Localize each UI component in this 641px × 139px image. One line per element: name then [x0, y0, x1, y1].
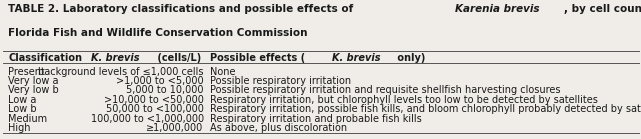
Text: Low b: Low b	[8, 104, 37, 114]
Text: only): only)	[394, 53, 426, 63]
Text: Medium: Medium	[8, 114, 47, 124]
Text: Karenia brevis: Karenia brevis	[455, 4, 540, 14]
Text: Classification: Classification	[8, 53, 82, 63]
Text: >1,000 to <5,000: >1,000 to <5,000	[116, 76, 204, 86]
Text: ≥1,000,000: ≥1,000,000	[146, 123, 204, 133]
Text: 5,000 to 10,000: 5,000 to 10,000	[126, 85, 204, 95]
Text: As above, plus discoloration: As above, plus discoloration	[210, 123, 347, 133]
Text: Very low a: Very low a	[8, 76, 59, 86]
Text: Respiratory irritation and probable fish kills: Respiratory irritation and probable fish…	[210, 114, 422, 124]
Text: K. brevis: K. brevis	[332, 53, 381, 63]
Text: (cells/L): (cells/L)	[154, 53, 201, 63]
Text: 100,000 to <1,000,000: 100,000 to <1,000,000	[90, 114, 204, 124]
Text: Low a: Low a	[8, 95, 37, 105]
Text: Possible effects (: Possible effects (	[210, 53, 305, 63]
Text: TABLE 2. Laboratory classifications and possible effects of: TABLE 2. Laboratory classifications and …	[8, 4, 357, 14]
Text: , by cell count — Fish and Wildlife Research Institute,: , by cell count — Fish and Wildlife Rese…	[563, 4, 641, 14]
Text: Respiratory irritation, possible fish kills, and bloom chlorophyll probably dete: Respiratory irritation, possible fish ki…	[210, 104, 641, 114]
Text: >10,000 to <50,000: >10,000 to <50,000	[104, 95, 204, 105]
Text: Very low b: Very low b	[8, 85, 59, 95]
Text: 50,000 to <100,000: 50,000 to <100,000	[106, 104, 204, 114]
Text: Possible respiratory irritation and requisite shellfish harvesting closures: Possible respiratory irritation and requ…	[210, 85, 561, 95]
Text: K. brevis: K. brevis	[92, 53, 140, 63]
Text: background levels of ≤1,000 cells: background levels of ≤1,000 cells	[38, 67, 204, 77]
Text: Respiratory irritation, but chlorophyll levels too low to be detected by satelli: Respiratory irritation, but chlorophyll …	[210, 95, 598, 105]
Text: None: None	[210, 67, 236, 77]
Text: Possible respiratory irritation: Possible respiratory irritation	[210, 76, 351, 86]
Text: Florida Fish and Wildlife Conservation Commission: Florida Fish and Wildlife Conservation C…	[8, 28, 308, 38]
Text: High: High	[8, 123, 31, 133]
Text: Present: Present	[8, 67, 45, 77]
